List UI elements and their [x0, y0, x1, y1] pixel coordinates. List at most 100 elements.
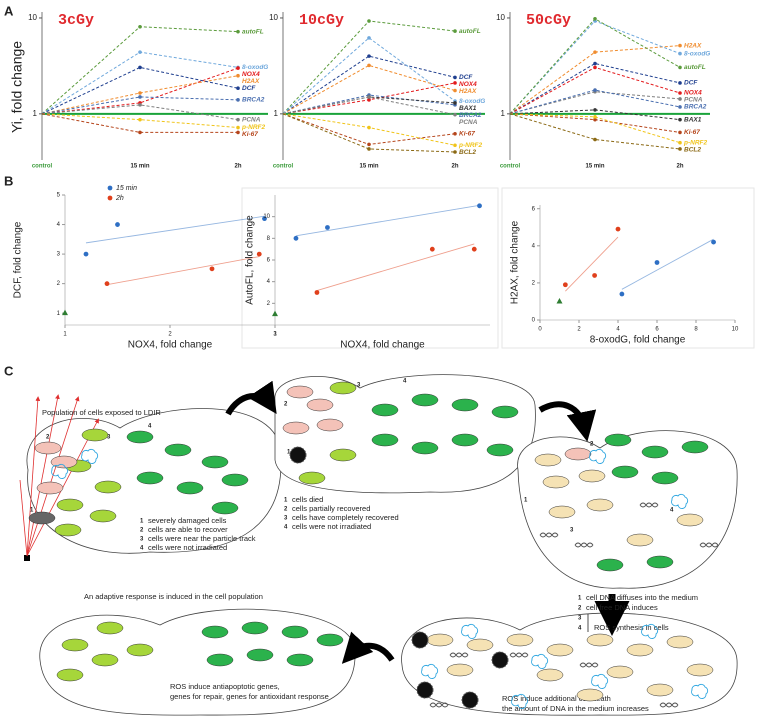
- point: [83, 251, 89, 257]
- cell: [606, 665, 634, 679]
- legend-label: 2h: [115, 195, 124, 202]
- series-line: [41, 113, 238, 133]
- dna: [509, 652, 529, 658]
- y-tick-label: 3: [57, 252, 61, 258]
- dna: [699, 542, 719, 548]
- point: [138, 50, 142, 54]
- arrow: [538, 401, 597, 442]
- point: [236, 66, 240, 70]
- point: [678, 97, 682, 101]
- cell: [666, 635, 694, 649]
- point: [592, 273, 597, 278]
- point: [678, 147, 682, 151]
- series-label: NOX4: [684, 90, 702, 97]
- y-tick-label: 1: [274, 109, 279, 118]
- legend-text: cells were near the particle track: [148, 534, 256, 543]
- legend-text: ROS synthesis in cells: [594, 623, 669, 632]
- cell: [286, 385, 314, 399]
- dead-cell: [411, 631, 429, 649]
- cell: [126, 643, 154, 657]
- point: [678, 105, 682, 109]
- cell-number: 1: [30, 508, 34, 514]
- cell-number: 3: [107, 435, 111, 441]
- x-tick-label: 2: [168, 332, 172, 338]
- dna: [579, 662, 599, 668]
- series-line: [282, 64, 456, 115]
- point: [711, 239, 716, 245]
- cell: [586, 498, 614, 512]
- point: [453, 131, 457, 136]
- point: [367, 98, 371, 102]
- cell-number: 2: [284, 402, 288, 408]
- cell: [282, 421, 310, 435]
- point: [236, 117, 240, 122]
- point: [678, 65, 682, 70]
- y-tick-label: 0: [532, 318, 536, 324]
- radiation-source: [24, 555, 30, 561]
- series-label: H2AX: [459, 88, 477, 95]
- legend-text: severely damaged cells: [148, 516, 227, 525]
- panel-label: B: [4, 173, 13, 188]
- cell: [54, 523, 82, 537]
- series-label: Ki-67: [459, 130, 475, 137]
- cell: [646, 683, 674, 697]
- point: [562, 282, 568, 288]
- legend-text: cell free DNA induces: [586, 603, 658, 612]
- particle-track: [26, 394, 60, 557]
- arrow: [225, 380, 277, 416]
- point: [236, 98, 240, 102]
- ros-cloud: [51, 463, 69, 479]
- point: [593, 65, 597, 70]
- point: [138, 117, 142, 122]
- cell: [596, 558, 624, 572]
- point: [236, 125, 240, 130]
- y-axis-label: AutoFL, fold change: [245, 215, 256, 305]
- stage-text: ROS induce antiapoptotic genes,: [170, 682, 280, 691]
- ros-cloud: [691, 683, 709, 699]
- point: [593, 50, 597, 54]
- ros-cloud: [589, 448, 607, 464]
- series-label: BCL2: [684, 146, 701, 153]
- x-tick-label: 15 min: [585, 164, 604, 170]
- series-line: [41, 67, 239, 115]
- dna: [659, 702, 679, 708]
- cell: [241, 621, 269, 635]
- cell: [329, 448, 357, 462]
- cell: [221, 473, 249, 487]
- cell: [371, 403, 399, 417]
- point: [453, 112, 457, 117]
- cell: [486, 443, 514, 457]
- cell: [491, 405, 519, 419]
- stage-text: ROS induce additional cell death: [502, 694, 611, 703]
- cell: [306, 398, 334, 412]
- cell: [136, 471, 164, 485]
- cell: [91, 653, 119, 667]
- point: [615, 226, 621, 232]
- cell: [446, 663, 474, 677]
- ros-cloud: [641, 623, 659, 639]
- series-label: PCNA: [242, 116, 261, 123]
- x-axis-label: NOX4, fold change: [340, 340, 425, 351]
- y-axis-label: H2AX, fold change: [510, 220, 521, 304]
- point: [236, 73, 240, 78]
- cell: [578, 469, 606, 483]
- series-label: BRCA2: [242, 97, 265, 104]
- panel-frame: [501, 187, 755, 349]
- series-label: H2AX: [684, 42, 702, 49]
- cell: [451, 398, 479, 412]
- point: [293, 235, 299, 241]
- cell: [576, 688, 604, 702]
- legend-marker: [107, 195, 113, 201]
- point: [367, 125, 371, 130]
- point: [367, 63, 371, 68]
- x-tick-label: 8: [694, 327, 698, 333]
- point: [325, 225, 330, 230]
- cell: [316, 633, 344, 647]
- point: [593, 108, 597, 112]
- point: [138, 103, 142, 107]
- legend-number: 2: [284, 507, 288, 513]
- series-line: [509, 89, 681, 115]
- cell-number: 1: [524, 498, 528, 504]
- point: [115, 222, 120, 227]
- series-label: p-NRF2: [683, 139, 707, 146]
